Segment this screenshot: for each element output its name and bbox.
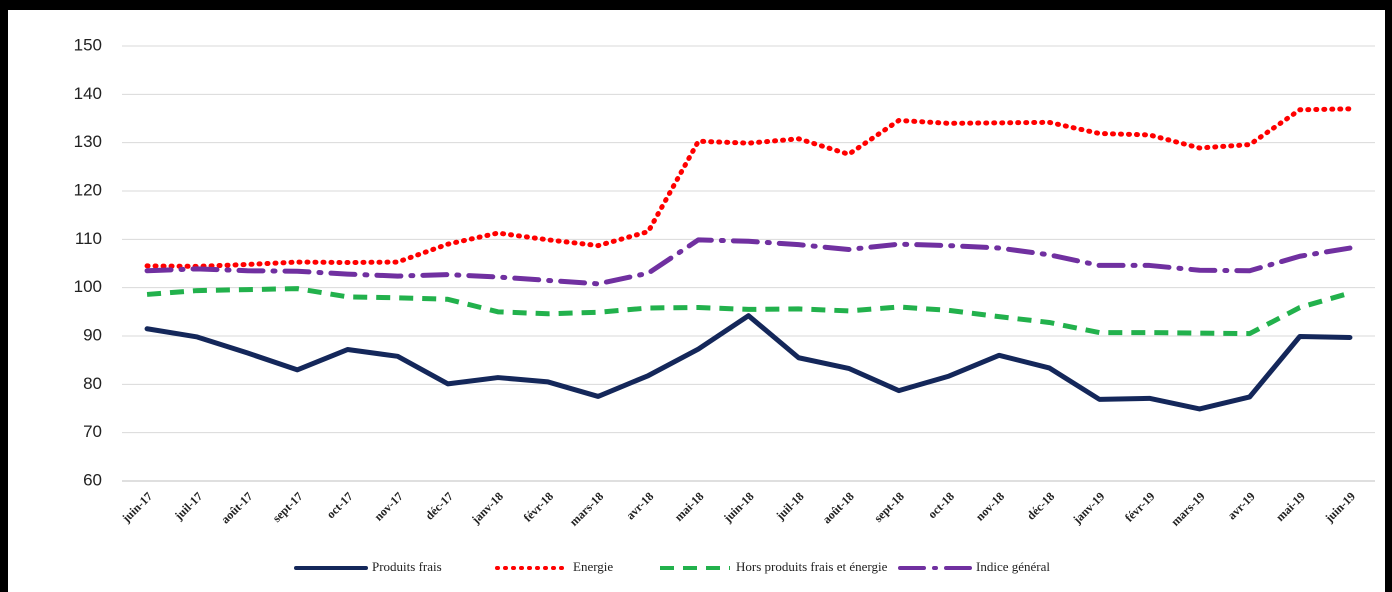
legend-label: Indice général <box>976 559 1050 574</box>
y-tick-label: 70 <box>83 422 102 441</box>
series-line <box>144 237 1353 287</box>
chart-area <box>8 10 1385 592</box>
y-tick-label: 130 <box>74 132 102 151</box>
series-line <box>144 106 1353 269</box>
legend-label: Hors produits frais et énergie <box>736 559 888 574</box>
y-tick-label: 80 <box>83 374 102 393</box>
series-line <box>146 286 1351 337</box>
y-tick-label: 60 <box>83 470 102 489</box>
legend-label: Produits frais <box>372 559 442 574</box>
y-tick-label: 110 <box>75 229 102 248</box>
y-tick-label: 120 <box>74 180 102 199</box>
series-line <box>144 313 1353 412</box>
y-tick-label: 140 <box>74 84 102 103</box>
legend-label: Energie <box>573 559 613 574</box>
y-tick-label: 150 <box>74 35 102 54</box>
y-tick-label: 100 <box>74 277 102 296</box>
y-tick-label: 90 <box>83 325 102 344</box>
